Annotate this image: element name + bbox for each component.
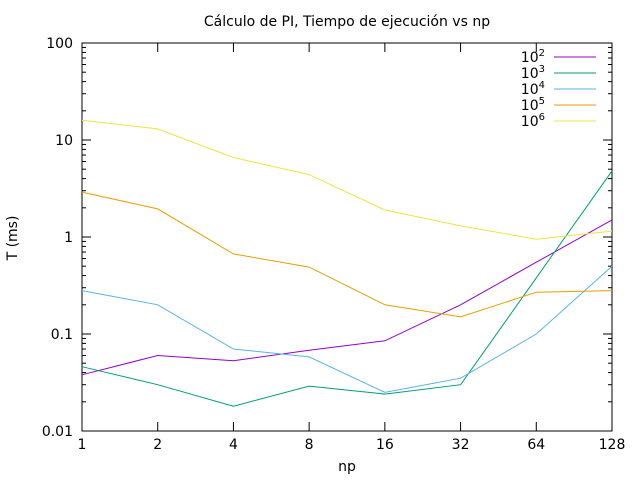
x-tick-label: 64 <box>527 437 545 453</box>
x-tick-label: 128 <box>599 437 626 453</box>
chart-title: Cálculo de PI, Tiempo de ejecución vs np <box>204 14 490 30</box>
x-tick-label: 1 <box>78 437 87 453</box>
series-line-2 <box>81 265 613 393</box>
y-tick-label: 100 <box>46 36 73 52</box>
series-line-1 <box>81 170 613 407</box>
y-tick-label: 0.01 <box>42 424 73 440</box>
series-line-0 <box>81 219 613 376</box>
series-layer <box>81 119 613 407</box>
x-axis-label: np <box>338 459 356 475</box>
x-tick-label: 2 <box>153 437 162 453</box>
y-tick-label: 0.1 <box>51 327 73 343</box>
y-axis-label: T (ms) <box>5 216 21 262</box>
series-line-4 <box>81 119 613 240</box>
legend-label-4: 106 <box>521 112 545 130</box>
x-tick-label: 32 <box>452 437 470 453</box>
series-line-3 <box>81 191 613 318</box>
x-tick-label: 4 <box>229 437 238 453</box>
axes: 0.01 0.1 1 10 100 1 2 4 8 16 32 64 128 <box>42 36 626 453</box>
y-tick-label: 10 <box>55 133 73 149</box>
x-tick-label: 8 <box>305 437 314 453</box>
x-tick-label: 16 <box>376 437 394 453</box>
y-tick-label: 1 <box>64 230 73 246</box>
